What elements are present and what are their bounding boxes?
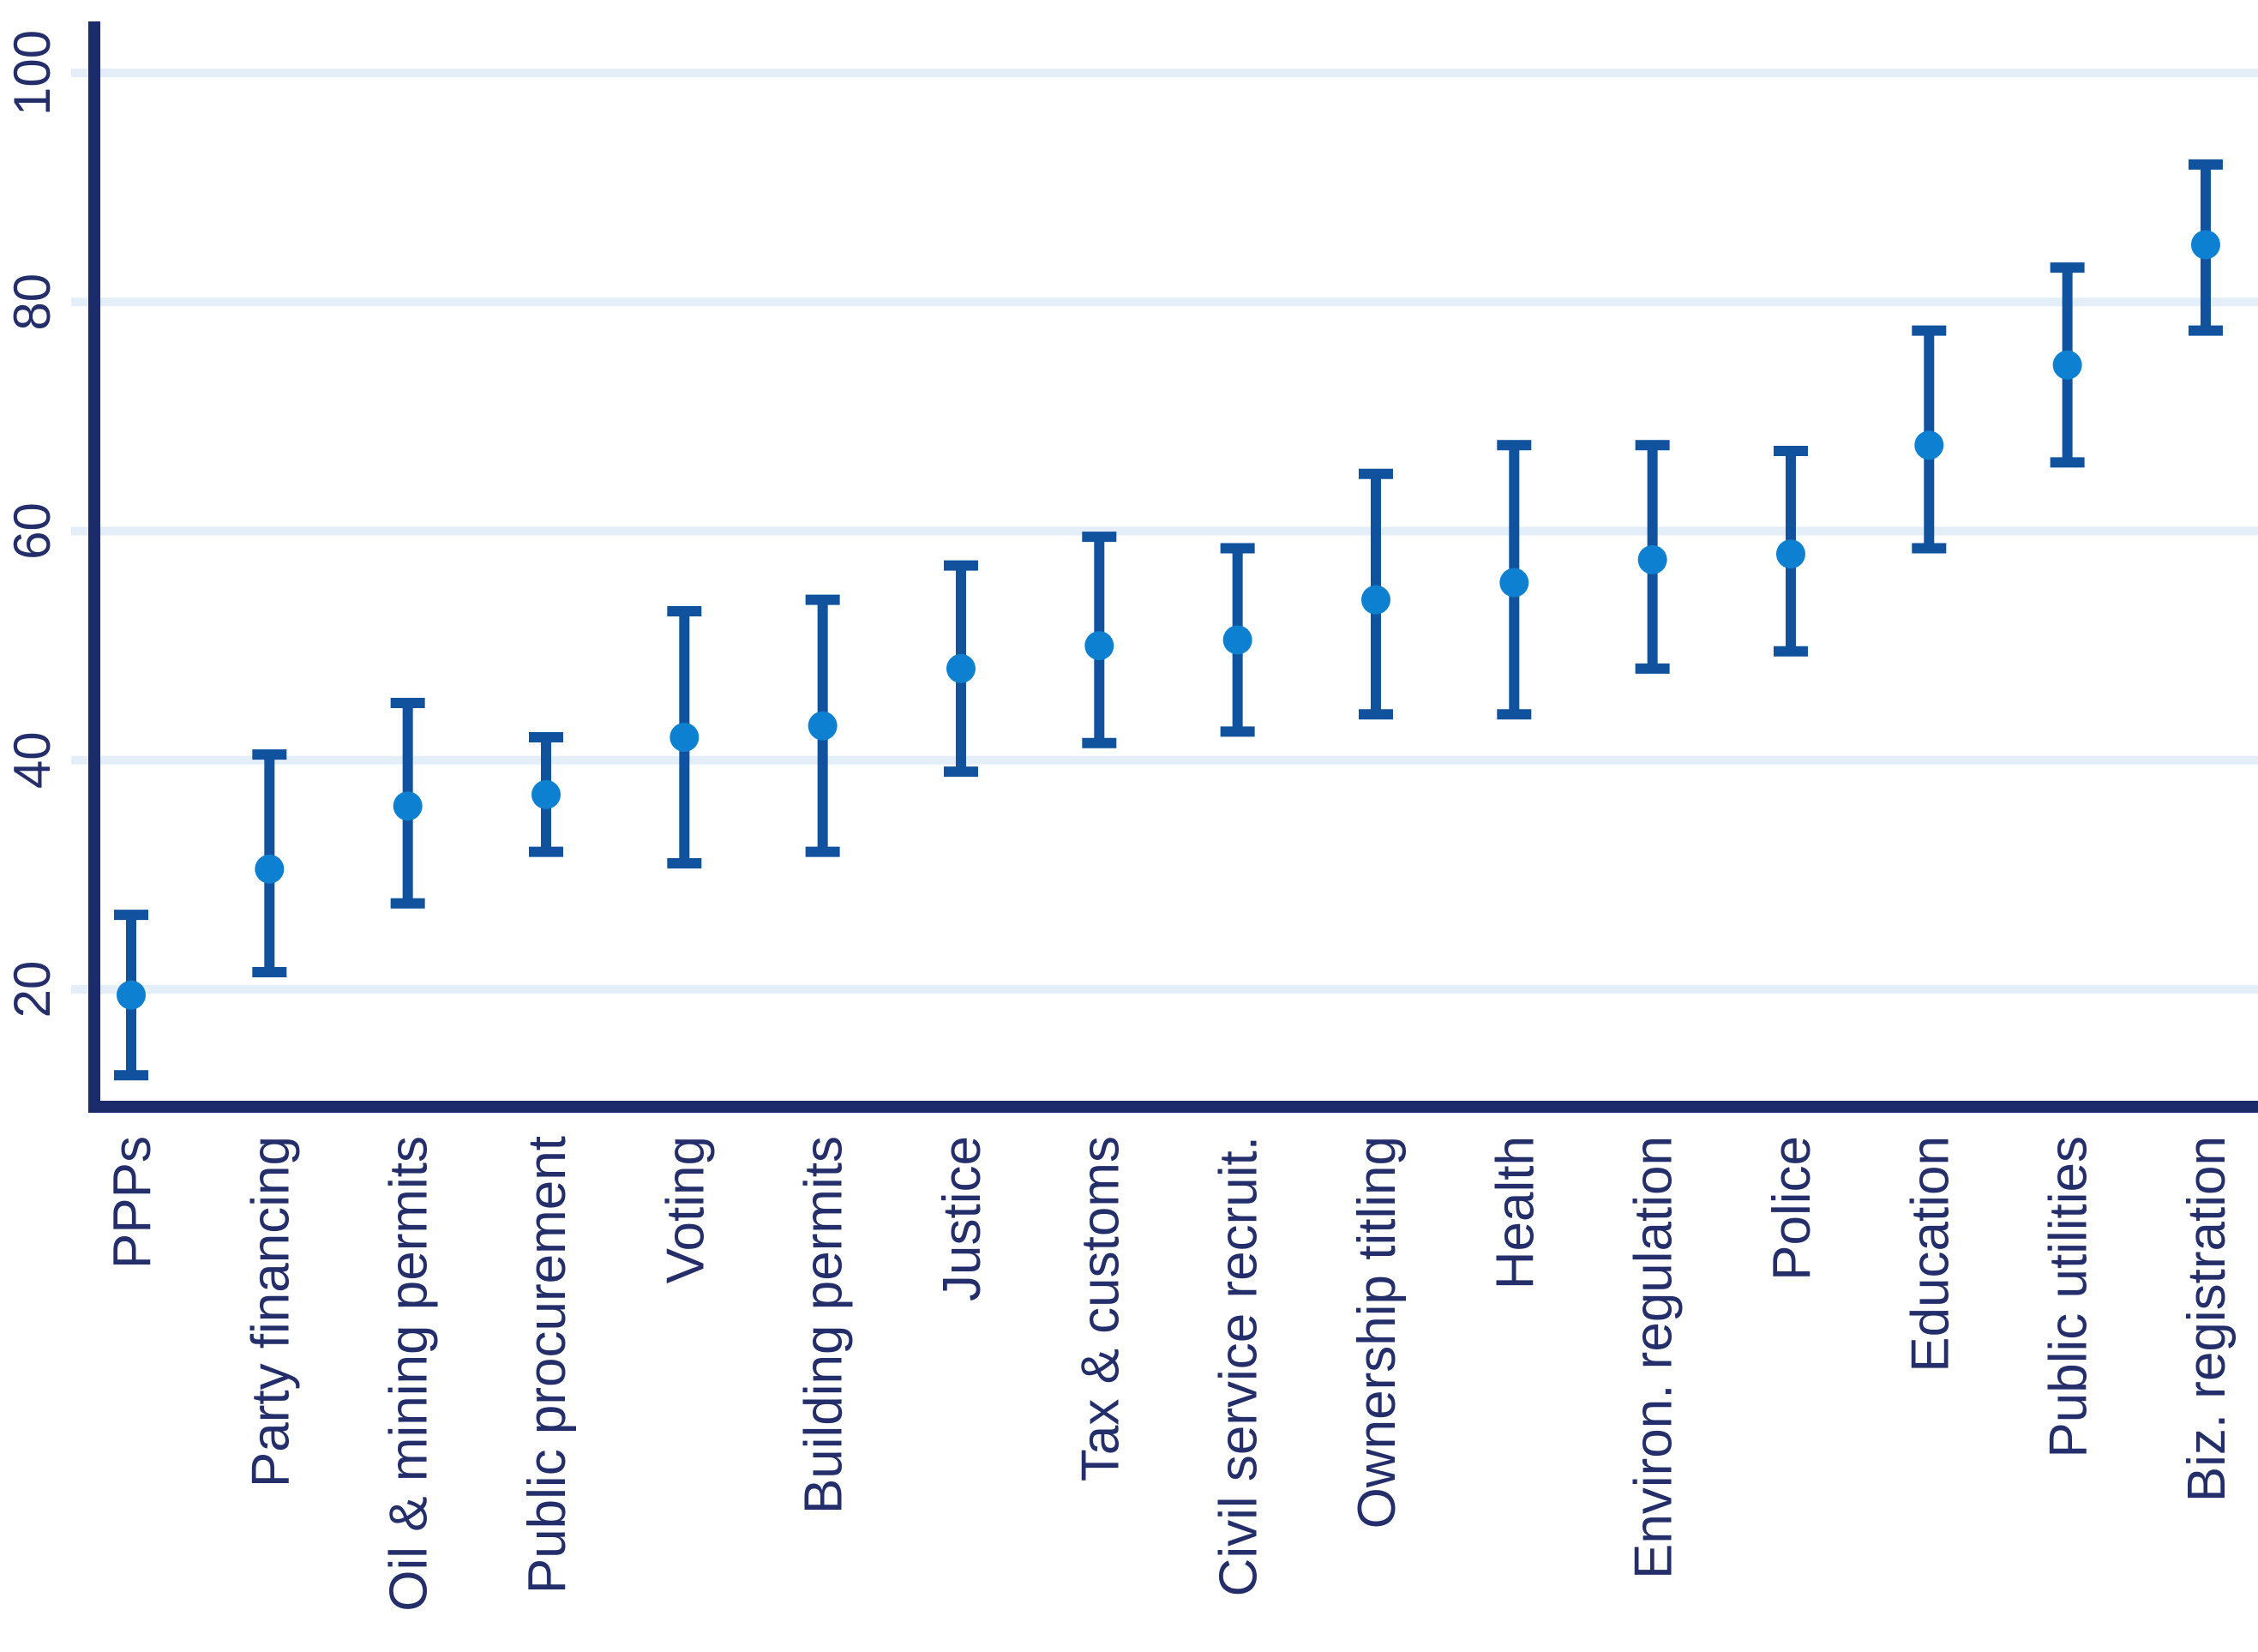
x-category-label-health: Health — [1486, 1136, 1545, 1289]
error-bar-ppps: PPPs — [103, 910, 162, 1269]
x-category-label-tax-customs: Tax & customs — [1071, 1136, 1130, 1481]
x-category-label-party-financing: Party financing — [241, 1136, 300, 1487]
error-bar-ownership-titling: Ownership titling — [1348, 468, 1407, 1529]
x-category-label-ppps: PPPs — [103, 1136, 162, 1269]
x-category-label-public-procurement: Public procurement — [518, 1136, 577, 1594]
data-point — [2190, 230, 2220, 260]
data-point — [1637, 544, 1667, 574]
error-bar-building-permits: Building permits — [795, 594, 854, 1514]
x-category-label-civil-service-recruit: Civil service recruit. — [1210, 1136, 1269, 1596]
data-point — [946, 653, 976, 683]
data-point — [1222, 625, 1252, 655]
x-category-label-voting: Voting — [656, 1136, 715, 1283]
x-category-label-ownership-titling: Ownership titling — [1348, 1136, 1407, 1529]
x-category-label-police: Police — [1763, 1136, 1822, 1281]
x-category-label-justice: Justice — [933, 1136, 992, 1301]
error-bar-civil-service-recruit: Civil service recruit. — [1210, 543, 1269, 1596]
data-point — [1914, 430, 1944, 460]
y-axis-line — [88, 21, 100, 1113]
error-bar-environ-regulation: Environ. regulation — [1624, 440, 1684, 1579]
y-tick-label-100: 100 — [3, 30, 61, 116]
y-tick-label-80: 80 — [3, 273, 61, 331]
y-tick-label-40: 40 — [3, 731, 61, 789]
data-point — [1360, 585, 1390, 615]
error-bar-biz-registration: Biz. registration — [2177, 159, 2237, 1502]
data-point — [1775, 539, 1805, 569]
data-point — [1499, 568, 1529, 598]
x-category-label-biz-registration: Biz. registration — [2177, 1136, 2237, 1502]
y-tick-label-20: 20 — [3, 961, 61, 1018]
x-category-label-environ-regulation: Environ. regulation — [1624, 1136, 1684, 1579]
error-bar-health: Health — [1486, 440, 1545, 1289]
x-category-label-public-utilities: Public utilities — [2039, 1136, 2099, 1458]
error-bar-justice: Justice — [933, 560, 992, 1301]
data-point — [2052, 350, 2082, 380]
data-point — [117, 980, 146, 1010]
data-point — [255, 854, 285, 884]
y-tick-label-60: 60 — [3, 502, 61, 560]
data-point — [1084, 631, 1114, 661]
x-category-label-oil-mining-permits: Oil & mining permits — [380, 1136, 439, 1612]
data-point — [531, 779, 561, 809]
data-point — [670, 723, 700, 753]
error-bar-tax-customs: Tax & customs — [1071, 532, 1130, 1481]
error-bar-voting: Voting — [656, 606, 715, 1283]
error-bar-education: Education — [1901, 325, 1960, 1373]
error-bar-police: Police — [1763, 445, 1822, 1281]
error-bar-public-procurement: Public procurement — [518, 732, 577, 1594]
x-axis-line — [88, 1101, 2258, 1113]
error-bar-party-financing: Party financing — [241, 749, 300, 1487]
x-category-label-building-permits: Building permits — [795, 1136, 854, 1514]
data-point — [808, 711, 838, 741]
data-point — [393, 791, 423, 821]
x-category-label-education: Education — [1901, 1136, 1960, 1373]
error-bar-public-utilities: Public utilities — [2039, 262, 2099, 1458]
error-bar-oil-mining-permits: Oil & mining permits — [380, 697, 439, 1612]
